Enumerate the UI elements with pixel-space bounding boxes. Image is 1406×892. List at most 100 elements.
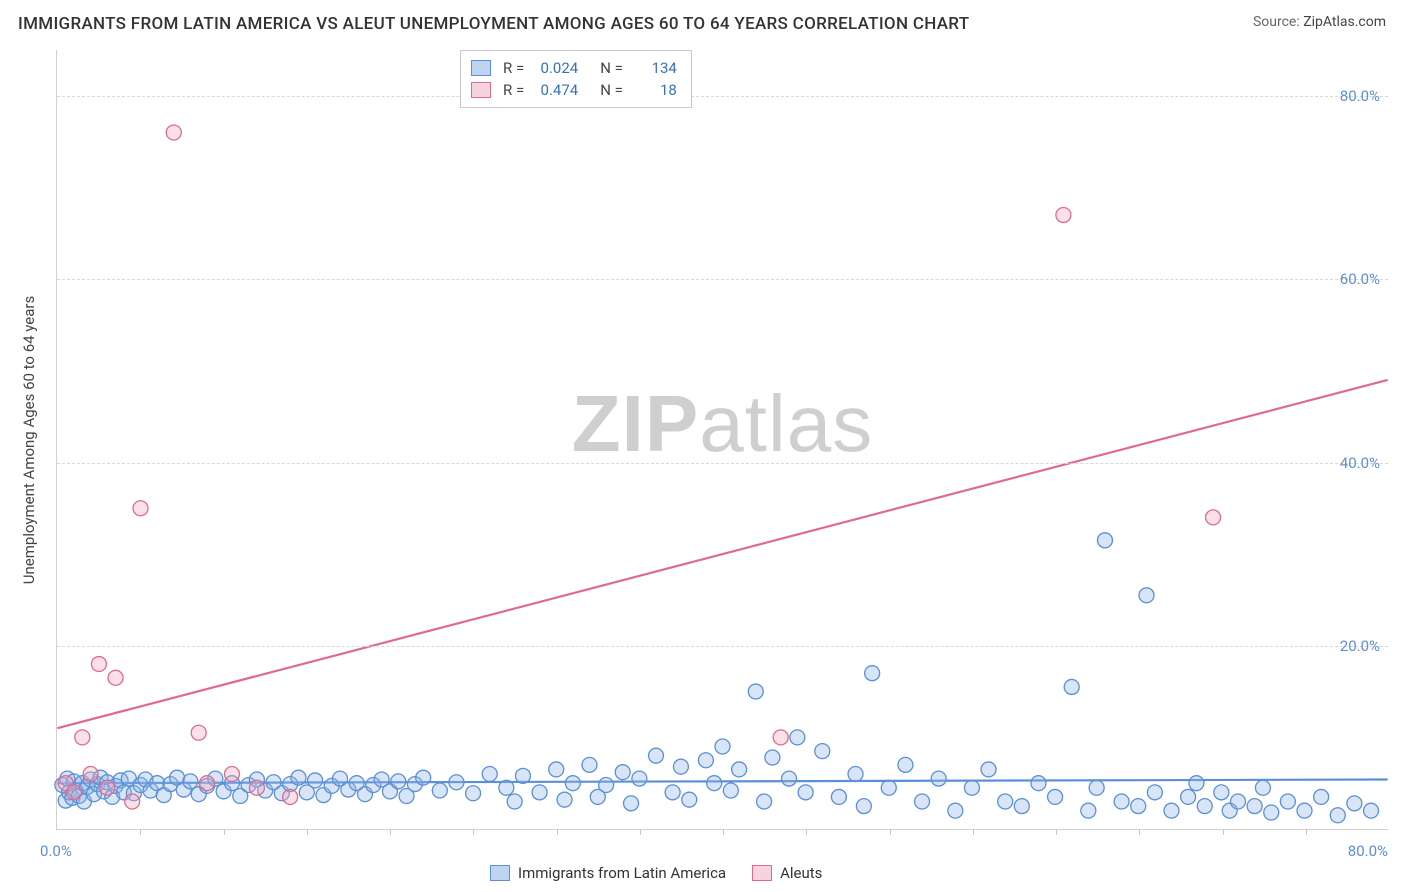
x-tick [723, 829, 724, 835]
x-tick [806, 829, 807, 835]
data-point-blue [790, 730, 805, 745]
data-point-pink [773, 730, 788, 745]
data-point-blue [1264, 805, 1279, 820]
n-value: 134 [633, 57, 677, 79]
data-point-blue [565, 776, 580, 791]
data-point-blue [707, 776, 722, 791]
data-point-blue [865, 666, 880, 681]
x-tick [390, 829, 391, 835]
data-point-blue [1031, 776, 1046, 791]
x-tick [473, 829, 474, 835]
gridline-h [57, 463, 1388, 464]
legend-stat-row-pink: R =0.474N =18 [471, 79, 677, 101]
data-point-blue [1255, 780, 1270, 795]
data-point-blue [931, 771, 946, 786]
swatch-pink-icon [752, 865, 772, 881]
data-point-pink [125, 794, 140, 809]
data-point-blue [915, 794, 930, 809]
data-point-blue [183, 774, 198, 789]
source-label: Source: [1253, 14, 1300, 30]
data-point-blue [1314, 789, 1329, 804]
x-tick [1056, 829, 1057, 835]
data-point-blue [998, 794, 1013, 809]
data-point-blue [815, 744, 830, 759]
data-point-blue [1197, 799, 1212, 814]
legend-item-pink: Aleuts [752, 864, 822, 882]
x-tick [1306, 829, 1307, 835]
data-point-blue [898, 757, 913, 772]
data-point-pink [1056, 207, 1071, 222]
data-point-blue [1364, 803, 1379, 818]
data-point-blue [1181, 789, 1196, 804]
data-point-pink [191, 725, 206, 740]
data-point-blue [1114, 794, 1129, 809]
y-axis-title: Unemployment Among Ages 60 to 64 years [20, 296, 38, 584]
data-point-pink [166, 125, 181, 140]
x-tick [307, 829, 308, 835]
y-tick-label: 60.0% [1340, 270, 1380, 288]
data-point-blue [948, 803, 963, 818]
legend-label: Immigrants from Latin America [518, 864, 726, 882]
data-point-pink [66, 785, 81, 800]
data-point-blue [499, 780, 514, 795]
x-tick [140, 829, 141, 835]
data-point-blue [582, 757, 597, 772]
data-point-pink [224, 767, 239, 782]
data-point-blue [848, 767, 863, 782]
data-point-blue [632, 771, 647, 786]
data-point-blue [1064, 679, 1079, 694]
data-point-blue [1131, 799, 1146, 814]
x-origin-label: 0.0% [40, 842, 72, 860]
data-point-pink [133, 501, 148, 516]
x-max-label: 80.0% [1348, 842, 1388, 860]
data-point-blue [748, 684, 763, 699]
data-point-blue [798, 785, 813, 800]
data-point-blue [1297, 803, 1312, 818]
x-tick [640, 829, 641, 835]
data-point-blue [1147, 785, 1162, 800]
swatch-blue-icon [471, 60, 491, 76]
data-point-blue [682, 792, 697, 807]
data-point-pink [283, 789, 298, 804]
data-point-blue [765, 750, 780, 765]
data-point-pink [1206, 510, 1221, 525]
data-point-blue [1081, 803, 1096, 818]
source-value: ZipAtlas.com [1303, 14, 1386, 30]
legend-stat-row-blue: R =0.024N =134 [471, 57, 677, 79]
data-point-blue [291, 770, 306, 785]
data-point-pink [75, 730, 90, 745]
data-point-blue [432, 783, 447, 798]
data-point-blue [881, 780, 896, 795]
chart-title: IMMIGRANTS FROM LATIN AMERICA VS ALEUT U… [18, 14, 969, 34]
data-point-blue [599, 778, 614, 793]
data-point-blue [715, 739, 730, 754]
data-point-blue [723, 783, 738, 798]
data-point-blue [624, 796, 639, 811]
data-point-blue [1347, 796, 1362, 811]
data-point-blue [557, 792, 572, 807]
data-point-blue [1280, 794, 1295, 809]
gridline-h [57, 279, 1388, 280]
data-point-blue [1014, 799, 1029, 814]
data-point-blue [449, 775, 464, 790]
data-point-blue [673, 759, 688, 774]
swatch-pink-icon [471, 82, 491, 98]
data-point-blue [1189, 776, 1204, 791]
data-point-blue [308, 773, 323, 788]
x-tick [557, 829, 558, 835]
data-point-blue [665, 785, 680, 800]
x-tick [224, 829, 225, 835]
data-point-blue [416, 770, 431, 785]
source-attribution: Source: ZipAtlas.com [1253, 14, 1386, 30]
data-point-blue [698, 753, 713, 768]
swatch-blue-icon [490, 865, 510, 881]
r-value: 0.474 [534, 79, 578, 101]
data-point-blue [981, 762, 996, 777]
data-point-pink [91, 657, 106, 672]
data-point-blue [831, 789, 846, 804]
y-tick-label: 40.0% [1340, 454, 1380, 472]
data-point-blue [615, 765, 630, 780]
data-point-blue [1247, 799, 1262, 814]
data-point-pink [100, 780, 115, 795]
n-label: N = [600, 79, 623, 101]
